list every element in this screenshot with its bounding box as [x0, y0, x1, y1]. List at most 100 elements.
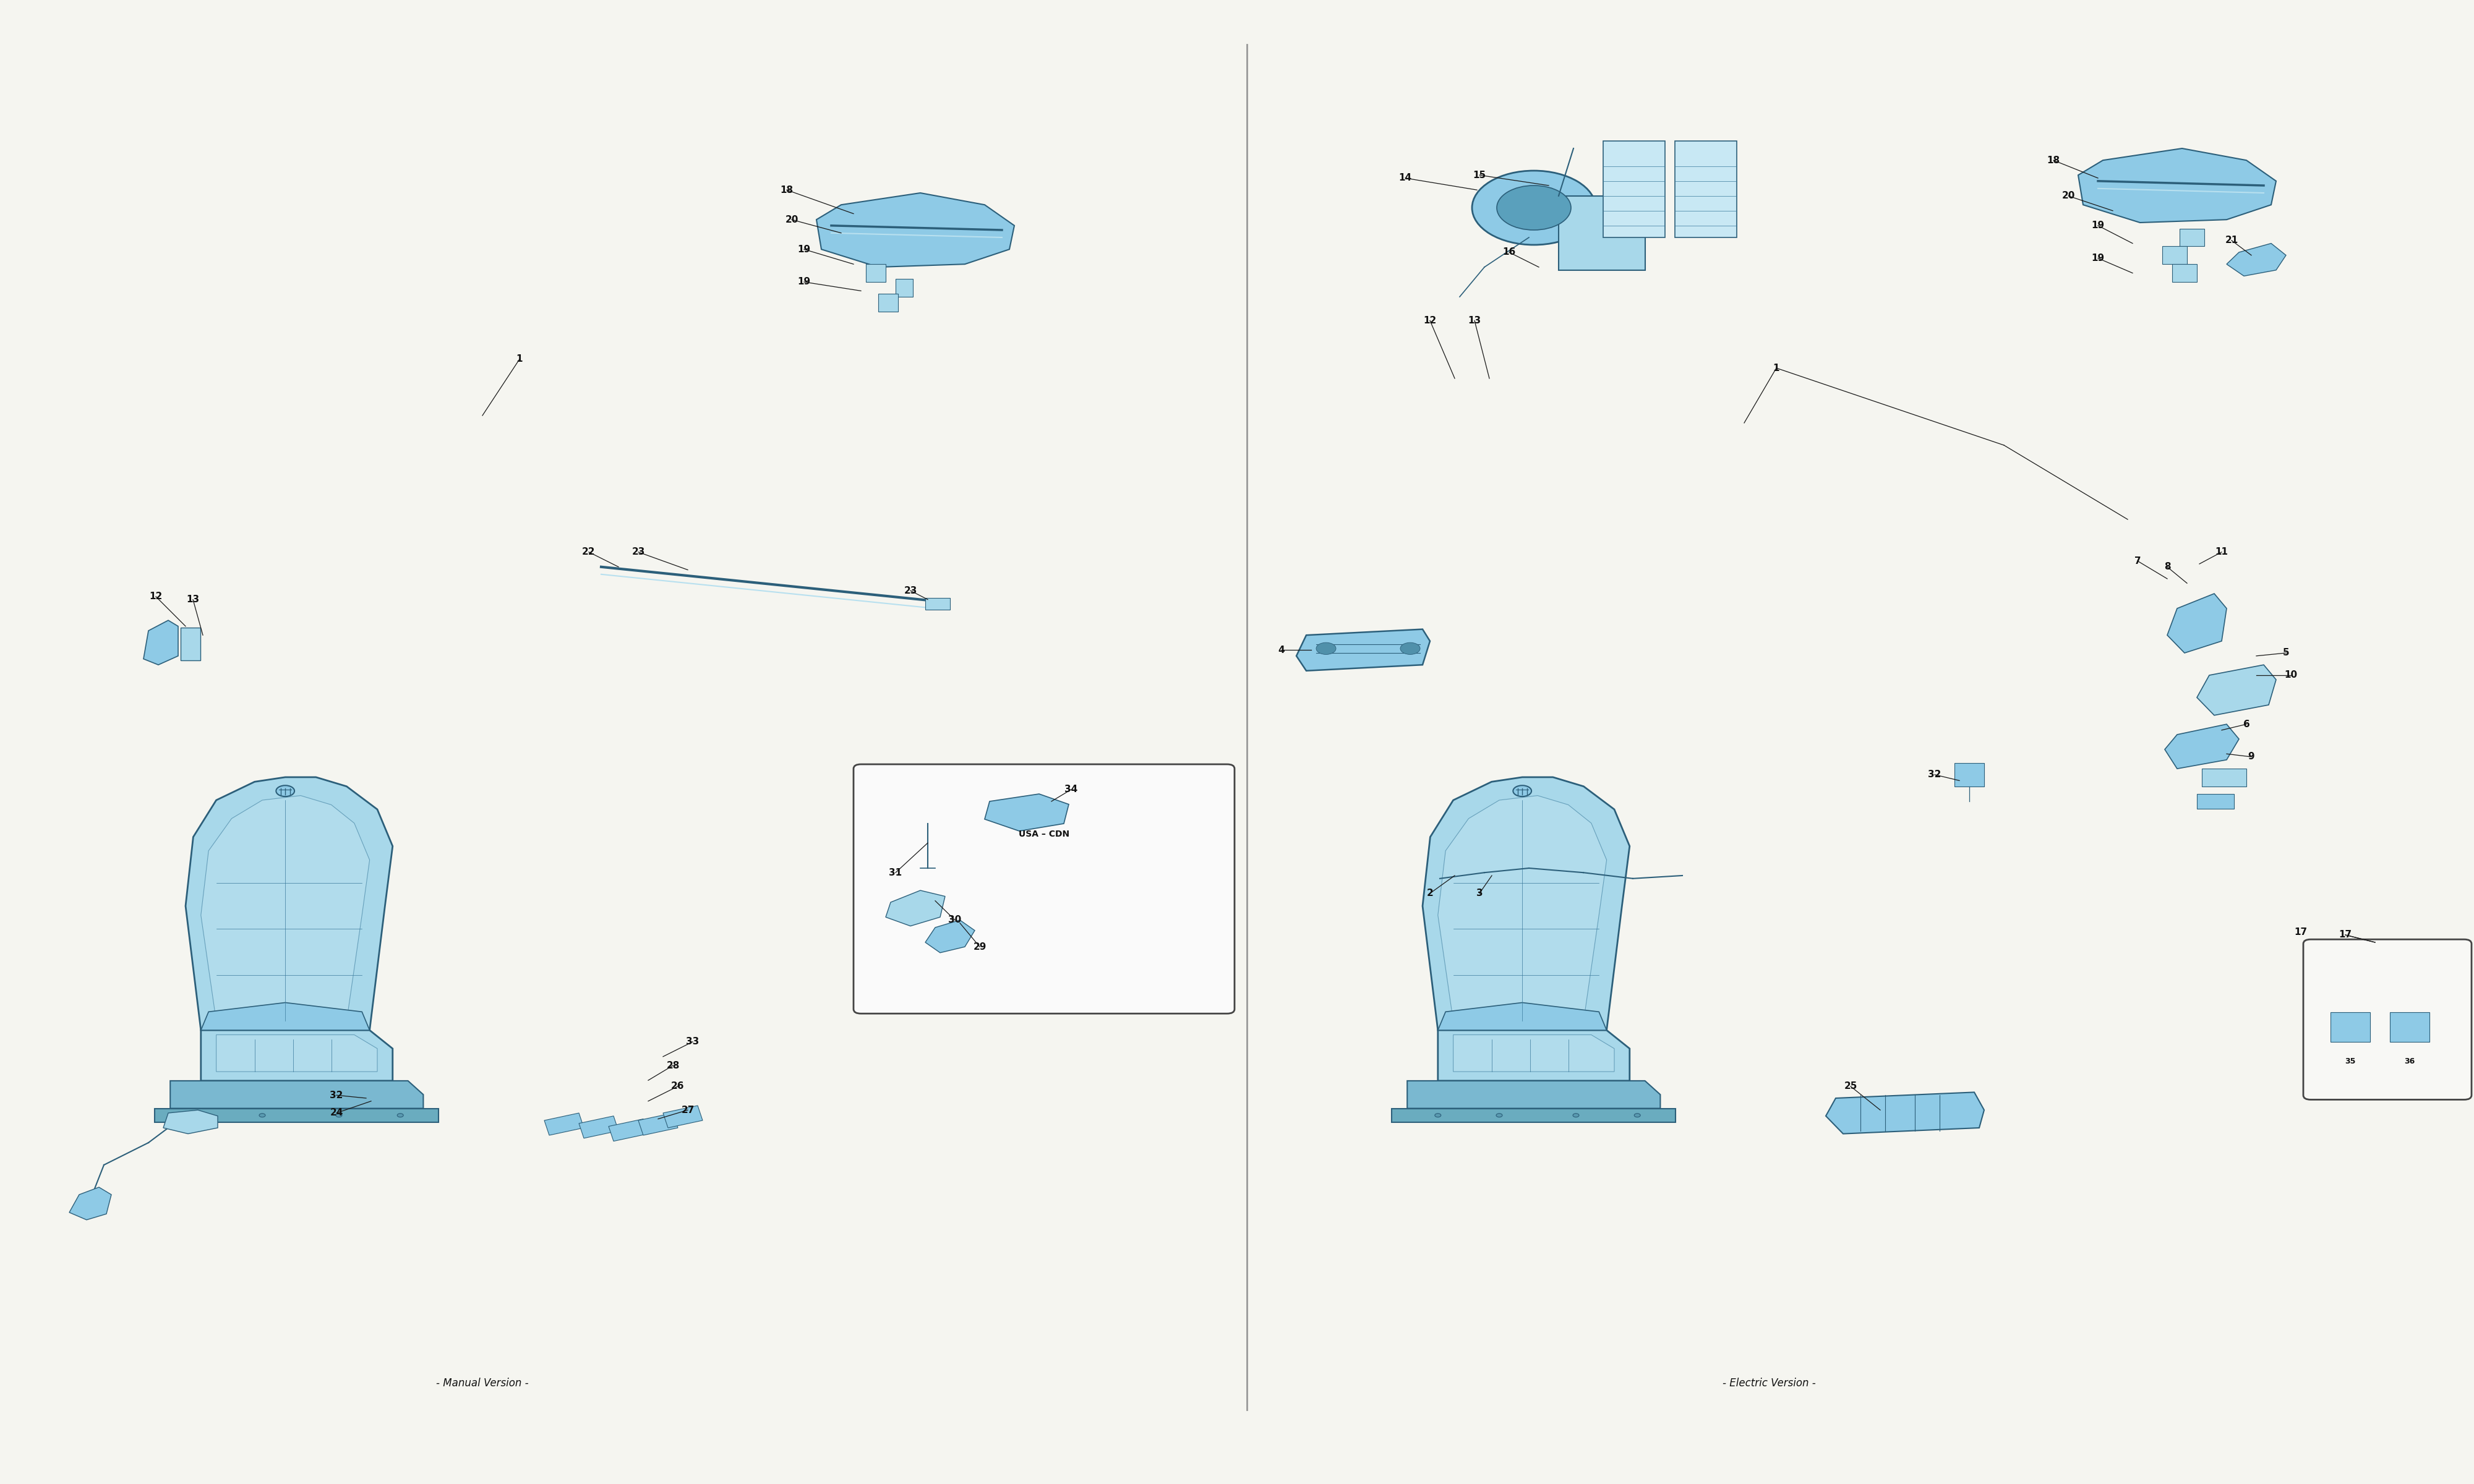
Text: 30: 30	[948, 916, 962, 925]
Text: 23: 23	[631, 548, 646, 556]
Text: 35: 35	[2345, 1057, 2355, 1066]
Text: 21: 21	[2224, 236, 2239, 245]
Circle shape	[1497, 1113, 1502, 1117]
Polygon shape	[200, 1030, 393, 1080]
Circle shape	[260, 1113, 265, 1117]
Polygon shape	[2227, 243, 2286, 276]
Text: 12: 12	[148, 592, 163, 601]
Bar	[1559, 196, 1645, 270]
Bar	[1675, 141, 1737, 237]
Text: 7: 7	[2135, 556, 2140, 565]
Circle shape	[277, 785, 294, 797]
Text: 32: 32	[329, 1091, 344, 1100]
Polygon shape	[163, 1110, 218, 1134]
Bar	[2172, 264, 2197, 282]
Text: 10: 10	[2284, 671, 2298, 680]
Polygon shape	[1437, 1030, 1630, 1080]
Text: 18: 18	[2046, 156, 2061, 165]
Circle shape	[336, 1113, 341, 1117]
Circle shape	[198, 1113, 203, 1117]
Polygon shape	[2165, 724, 2239, 769]
Text: 5: 5	[2284, 649, 2288, 657]
Text: 29: 29	[972, 942, 987, 951]
Polygon shape	[1826, 1092, 1984, 1134]
Polygon shape	[200, 795, 369, 1021]
Bar	[866, 264, 886, 282]
Text: 19: 19	[2091, 254, 2105, 263]
Polygon shape	[1437, 795, 1606, 1021]
Circle shape	[1472, 171, 1596, 245]
Polygon shape	[985, 794, 1069, 831]
Text: 4: 4	[1279, 646, 1284, 654]
Circle shape	[1573, 1113, 1578, 1117]
Text: 33: 33	[685, 1037, 700, 1046]
Bar	[925, 598, 950, 610]
Text: 11: 11	[2214, 548, 2229, 556]
Text: 3: 3	[1477, 889, 1482, 898]
Text: 19: 19	[797, 245, 811, 254]
Bar	[2197, 794, 2234, 809]
Text: 9: 9	[2249, 752, 2254, 761]
Bar	[181, 628, 200, 660]
Polygon shape	[200, 1003, 369, 1030]
Bar	[2390, 1012, 2429, 1042]
Text: 17: 17	[2338, 930, 2353, 939]
Polygon shape	[638, 1113, 678, 1135]
Text: 24: 24	[329, 1109, 344, 1117]
Text: 22: 22	[581, 548, 596, 556]
Text: USA – CDN: USA – CDN	[1019, 830, 1069, 838]
Polygon shape	[886, 890, 945, 926]
Polygon shape	[663, 1106, 703, 1128]
Circle shape	[1635, 1113, 1640, 1117]
Text: 17: 17	[2293, 927, 2308, 936]
Polygon shape	[1296, 629, 1430, 671]
FancyBboxPatch shape	[854, 764, 1235, 1014]
Polygon shape	[925, 920, 975, 953]
Text: 25: 25	[1843, 1082, 1858, 1091]
Text: 20: 20	[784, 215, 799, 224]
Polygon shape	[2078, 148, 2276, 223]
Text: 23: 23	[903, 586, 918, 595]
Text: 1: 1	[517, 355, 522, 364]
Polygon shape	[143, 620, 178, 665]
Text: 14: 14	[1398, 174, 1413, 183]
Polygon shape	[1393, 1109, 1675, 1122]
Text: 13: 13	[1467, 316, 1482, 325]
Circle shape	[1435, 1113, 1440, 1117]
Polygon shape	[156, 1109, 438, 1122]
Text: 36: 36	[2405, 1057, 2415, 1066]
Text: 20: 20	[2061, 191, 2076, 200]
Text: 2: 2	[1427, 889, 1432, 898]
Polygon shape	[816, 193, 1014, 267]
Polygon shape	[1452, 1034, 1613, 1071]
Polygon shape	[171, 1080, 423, 1109]
Bar	[2331, 1012, 2370, 1042]
Polygon shape	[2167, 594, 2227, 653]
Polygon shape	[186, 778, 393, 1030]
Bar	[1954, 763, 1984, 787]
Text: 1: 1	[1774, 364, 1779, 372]
Circle shape	[398, 1113, 403, 1117]
Circle shape	[1514, 785, 1531, 797]
Circle shape	[1497, 186, 1571, 230]
Polygon shape	[69, 1187, 111, 1220]
Polygon shape	[1423, 778, 1630, 1030]
Bar	[2180, 229, 2204, 246]
Text: 13: 13	[186, 595, 200, 604]
Polygon shape	[215, 1034, 376, 1071]
Text: - Electric Version -: - Electric Version -	[1722, 1377, 1816, 1389]
Text: 8: 8	[2165, 562, 2170, 571]
Polygon shape	[1408, 1080, 1660, 1109]
Bar	[896, 279, 913, 297]
Text: 19: 19	[2091, 221, 2105, 230]
Bar	[2162, 246, 2187, 264]
Polygon shape	[1437, 1003, 1606, 1030]
Bar	[878, 294, 898, 312]
Text: 34: 34	[1064, 785, 1079, 794]
Text: 28: 28	[666, 1061, 680, 1070]
Text: 12: 12	[1423, 316, 1437, 325]
Text: 31: 31	[888, 868, 903, 877]
FancyBboxPatch shape	[2303, 939, 2472, 1100]
Bar	[1603, 141, 1665, 237]
Text: 18: 18	[779, 186, 794, 194]
